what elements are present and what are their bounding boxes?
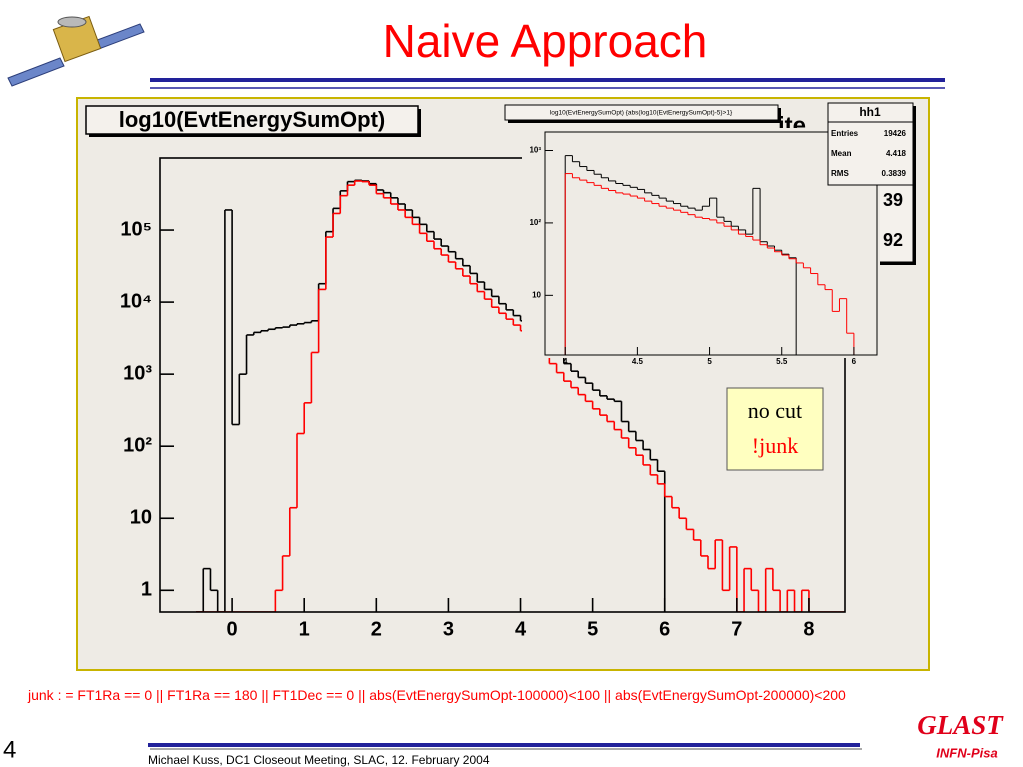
stats-label: Entries bbox=[831, 129, 859, 138]
x-tick-label: 7 bbox=[731, 618, 742, 640]
main-plot: 0 1 2 3 4 5 6 7 8 1 10 10² 10³ 10⁴ 10⁵ bbox=[120, 157, 846, 640]
y-tick-label: 10 bbox=[130, 507, 152, 529]
legend-box bbox=[726, 387, 824, 471]
inset-title: log10(EvtEnergySumOpt) {abs(log10(EvtEne… bbox=[550, 110, 733, 117]
y-tick-label: 10 bbox=[532, 290, 541, 299]
histograms bbox=[564, 155, 855, 355]
slide-title: Naive Approach bbox=[383, 15, 708, 67]
x-tick-label: 3 bbox=[443, 618, 454, 640]
footer-text: Michael Kuss, DC1 Closeout Meeting, SLAC… bbox=[148, 753, 490, 767]
x-tick-label: 4.5 bbox=[632, 357, 644, 366]
y-tick-label: 1 bbox=[141, 579, 152, 601]
inset-title-box bbox=[504, 104, 779, 121]
stats-value: 4.418 bbox=[886, 149, 907, 158]
inset-plot: 4 4.5 5 5.5 6 10 10² 10³ bbox=[529, 131, 878, 366]
histogram-risers bbox=[564, 173, 855, 355]
stats-value: 0.3839 bbox=[882, 169, 907, 178]
stats-value: 19426 bbox=[884, 129, 907, 138]
legend-entry: no cut bbox=[748, 398, 802, 423]
y-tick-label: 10² bbox=[123, 434, 152, 456]
x-tick-label: 4 bbox=[563, 357, 568, 366]
x-tick-label: 8 bbox=[803, 618, 814, 640]
x-tick-label: 6 bbox=[659, 618, 670, 640]
junk-definition: junk : = FT1Ra == 0 || FT1Ra == 180 || F… bbox=[28, 687, 846, 703]
y-tick-label: 10⁴ bbox=[120, 290, 152, 312]
stats-fragment: 92 bbox=[883, 230, 903, 250]
x-tick-label: 6 bbox=[852, 357, 857, 366]
x-tick-label: 5 bbox=[587, 618, 598, 640]
logo: GLAST bbox=[917, 710, 1004, 740]
histogram-risers bbox=[274, 180, 810, 612]
x-tick-label: 2 bbox=[371, 618, 382, 640]
stats-label: Mean bbox=[831, 149, 852, 158]
page-number: 4 bbox=[3, 736, 16, 763]
y-tick-label: 10⁵ bbox=[120, 218, 152, 240]
y-tick-label: 10² bbox=[529, 218, 541, 227]
x-tick-label: 4 bbox=[515, 618, 527, 640]
y-tick-label: 10³ bbox=[529, 146, 541, 155]
inset-stats-box bbox=[827, 102, 914, 186]
inset-canvas bbox=[522, 128, 880, 358]
chart-title: log10(EvtEnergySumOpt) bbox=[119, 107, 385, 132]
x-tick-label: 0 bbox=[227, 618, 238, 640]
title-box bbox=[85, 105, 419, 135]
x-tick-label: 5 bbox=[707, 357, 712, 366]
logo-subtitle: INFN-Pisa bbox=[936, 745, 997, 760]
y-tick-label: 10³ bbox=[123, 362, 152, 384]
x-tick-label: 5.5 bbox=[776, 357, 788, 366]
stats-title: hh1 bbox=[859, 105, 881, 119]
stats-fragment: 39 bbox=[883, 190, 903, 210]
satellite-icon bbox=[7, 15, 145, 87]
x-tick-label: 1 bbox=[299, 618, 310, 640]
plot-frame bbox=[159, 157, 846, 613]
plot-frame bbox=[544, 131, 878, 356]
stats-label: RMS bbox=[831, 169, 849, 178]
legend-entry: !junk bbox=[752, 433, 798, 458]
